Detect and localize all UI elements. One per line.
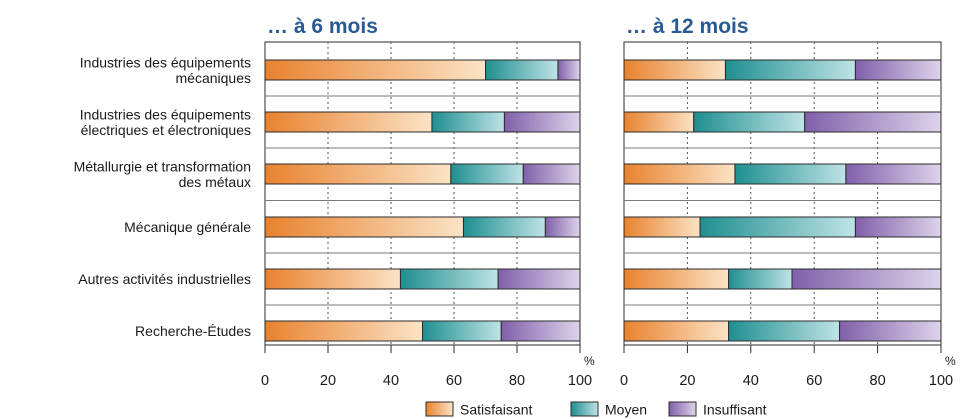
plot-frame [264,41,581,346]
legend-label: Insuffisant [703,402,767,418]
unit-label: % [945,354,956,368]
bar-satisfaisant [264,320,423,342]
category-label: Métallurgie et transformation [74,158,251,174]
bar-moyen [724,59,856,81]
bar-insuffisant [544,216,581,238]
bar-satisfaisant [623,59,726,81]
tick-label: 80 [870,373,886,389]
bar-insuffisant [854,59,942,81]
bar-satisfaisant [623,111,695,133]
category-label: Industries des équipements [80,54,251,70]
bar-satisfaisant [264,216,464,238]
bar-moyen [399,268,499,290]
bar-moyen [734,163,847,185]
bar-moyen [699,216,856,238]
bar-insuffisant [500,320,581,342]
bar-satisfaisant [623,268,730,290]
bar-insuffisant [522,163,581,185]
bar-moyen [693,111,806,133]
tick-label: 60 [806,373,822,389]
category-label: Autres activités industrielles [78,271,251,287]
category-label: Industries des équipements [80,106,251,122]
unit-label: % [584,354,595,368]
plot-frame [623,41,942,346]
legend-label: Satisfaisant [460,402,532,418]
bar-satisfaisant [264,59,486,81]
bar-insuffisant [557,59,581,81]
bar-satisfaisant [623,216,701,238]
panel-title: … à 12 mois [626,15,749,38]
legend-swatch [425,401,454,417]
bar-moyen [422,320,502,342]
category-label: Recherche-Études [135,323,251,339]
tick-label: 100 [568,373,592,389]
bar-insuffisant [497,268,581,290]
tick-label: 80 [509,373,525,389]
legend-label: Moyen [605,402,647,418]
bar-moyen [450,163,524,185]
bar-insuffisant [845,163,942,185]
bar-insuffisant [839,320,942,342]
tick-label: 20 [320,373,336,389]
legend-swatch [570,401,599,417]
tick-label: 20 [679,373,695,389]
bar-moyen [462,216,546,238]
tick-label: 0 [620,373,628,389]
tick-label: 60 [446,373,462,389]
bar-moyen [431,111,505,133]
tick-label: 0 [261,373,269,389]
bar-insuffisant [854,216,942,238]
category-label: Mécanique générale [124,219,251,235]
bar-satisfaisant [264,111,433,133]
bar-moyen [728,320,841,342]
bar-satisfaisant [623,320,730,342]
category-label: électriques et électroniques [81,122,251,138]
tick-label: 100 [929,373,953,389]
bar-insuffisant [804,111,942,133]
bar-moyen [485,59,559,81]
bar-satisfaisant [264,163,452,185]
legend-swatch [668,401,697,417]
bar-insuffisant [503,111,581,133]
category-label: mécaniques [176,70,252,86]
bar-moyen [728,268,793,290]
bar-satisfaisant [623,163,736,185]
category-label: des métaux [179,174,251,190]
tick-label: 40 [383,373,399,389]
bar-insuffisant [791,268,942,290]
panel-title: … à 6 mois [267,15,378,38]
bar-satisfaisant [264,268,401,290]
tick-label: 40 [743,373,759,389]
